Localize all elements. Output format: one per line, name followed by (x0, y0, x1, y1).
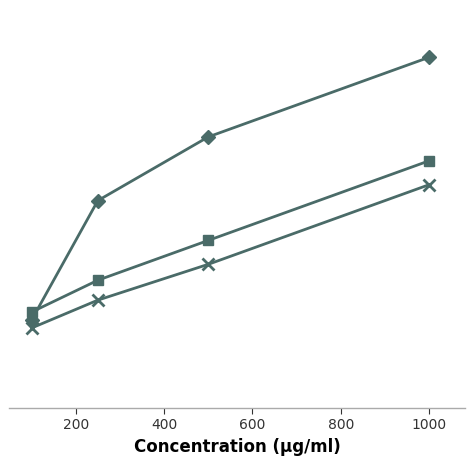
X-axis label: Concentration (μg/ml): Concentration (μg/ml) (134, 438, 340, 456)
